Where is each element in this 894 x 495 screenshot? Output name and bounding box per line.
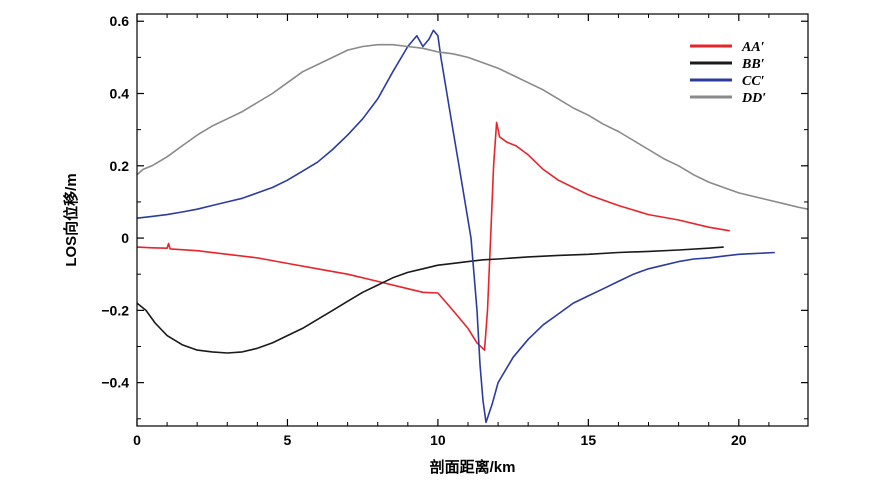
series-line-1	[136, 121, 730, 351]
plot-frame	[136, 13, 809, 427]
y-tick-label: 0	[121, 230, 129, 246]
y-tick-label: −0.2	[101, 302, 129, 318]
series-line-3	[136, 29, 775, 424]
y-tick-label: −0.4	[101, 375, 129, 391]
x-tick-label: 10	[430, 432, 446, 448]
x-tick-label: 0	[133, 432, 141, 448]
y-tick-label: 0.6	[110, 13, 130, 29]
x-tick-label: 20	[731, 432, 747, 448]
legend-label-4: DD′	[741, 91, 766, 106]
series-line-2	[136, 246, 724, 354]
x-axis-title: 剖面距离/km	[430, 458, 516, 476]
y-tick-label: 0.2	[110, 158, 130, 174]
y-tick-label: 0.4	[110, 86, 130, 102]
legend-label-1: AA′	[741, 40, 765, 55]
series-line-4	[136, 43, 809, 210]
series-layer	[136, 29, 809, 424]
legend-label-3: CC′	[742, 74, 765, 89]
ticks-layer: 0 5 10 15 20 −0.4 −0.2 0 0.2 0.4 0.6	[101, 13, 808, 448]
y-axis-title: LOS向位移/m	[62, 173, 80, 266]
x-tick-label: 15	[581, 432, 597, 448]
legend: AA′ BB′ CC′ DD′	[690, 40, 766, 106]
legend-label-2: BB′	[741, 57, 765, 72]
x-tick-label: 5	[284, 432, 292, 448]
